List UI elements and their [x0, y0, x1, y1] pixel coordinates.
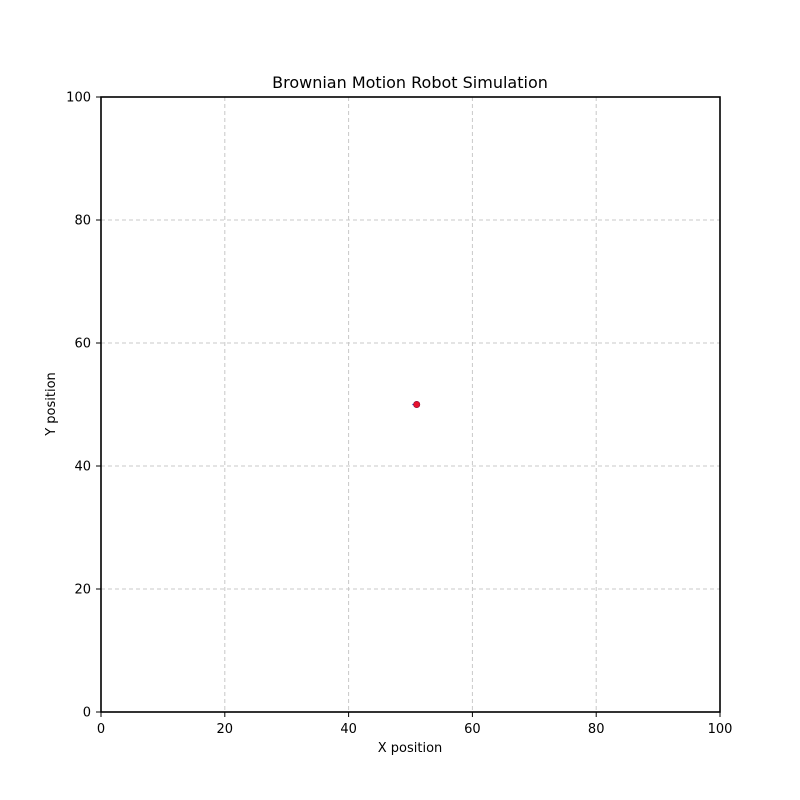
grid-lines — [101, 97, 720, 712]
y-tick-label: 0 — [83, 706, 91, 721]
y-tick-label: 40 — [74, 460, 91, 475]
x-tick-label: 100 — [708, 722, 733, 737]
x-tick-label: 60 — [464, 722, 481, 737]
y-axis-label: Y position — [44, 372, 59, 437]
x-axis-ticks: 0 20 40 60 80 100 — [97, 712, 733, 737]
y-tick-label: 20 — [74, 583, 91, 598]
chart-title: Brownian Motion Robot Simulation — [272, 73, 548, 92]
x-tick-label: 20 — [217, 722, 234, 737]
x-axis-label: X position — [378, 741, 443, 756]
y-tick-label: 100 — [66, 91, 91, 106]
x-tick-label: 80 — [588, 722, 605, 737]
plot-area-frame — [100, 96, 721, 713]
y-axis-ticks: 0 20 40 60 80 100 — [66, 91, 101, 721]
x-tick-label: 0 — [97, 722, 105, 737]
x-tick-label: 40 — [340, 722, 357, 737]
y-tick-label: 60 — [74, 337, 91, 352]
robot-marker-layer — [413, 400, 421, 408]
y-tick-label: 80 — [74, 214, 91, 229]
robot-marker — [413, 400, 421, 408]
